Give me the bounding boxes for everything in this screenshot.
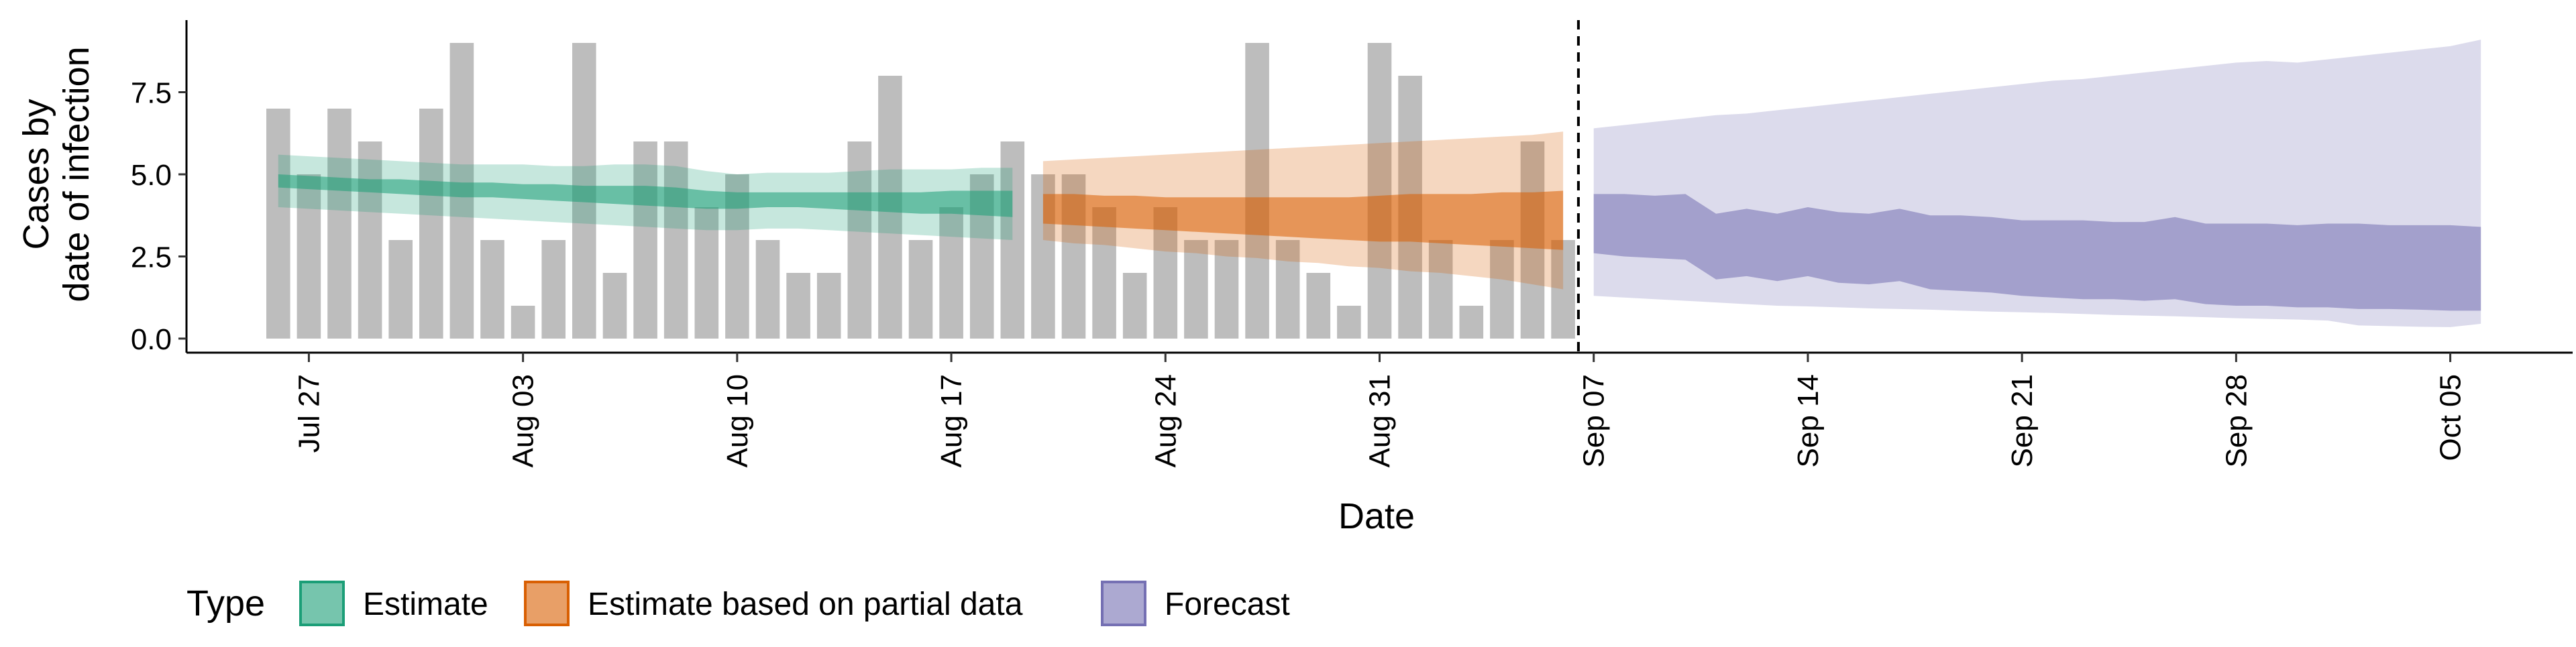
bar: [1122, 273, 1147, 339]
x-axis-title: Date: [1338, 496, 1415, 536]
bar: [1428, 240, 1453, 339]
x-tick-label: Oct 05: [2434, 374, 2467, 461]
ribbon-inner: [1593, 194, 2481, 311]
bar: [786, 273, 810, 339]
bar: [419, 109, 443, 339]
bar: [511, 306, 535, 339]
legend-title: Type: [186, 583, 265, 624]
x-tick-label: Aug 17: [935, 374, 968, 467]
series-1: [1042, 131, 1564, 290]
bar: [755, 240, 780, 339]
x-tick-label: Sep 28: [2220, 374, 2253, 467]
bar: [1000, 141, 1025, 339]
bar: [1275, 240, 1300, 339]
bar: [266, 109, 290, 339]
legend: Type Estimate Estimate based on partial da…: [186, 581, 1290, 626]
bar: [1490, 240, 1514, 339]
x-tick-label: Aug 03: [507, 374, 540, 467]
x-tick-label: Sep 21: [2006, 374, 2039, 467]
bar: [480, 240, 504, 339]
bar: [1306, 273, 1331, 339]
legend-label: Forecast: [1165, 587, 1290, 622]
bar: [602, 273, 627, 339]
bar: [1337, 306, 1361, 339]
bar: [1367, 43, 1392, 339]
y-axis-title: Cases bydate of infection: [16, 46, 97, 302]
bar: [1184, 240, 1208, 339]
bar: [633, 141, 657, 339]
bar: [816, 273, 841, 339]
y-tick-label: 7.5: [131, 77, 172, 110]
y-tick-label: 5.0: [131, 159, 172, 192]
bar: [939, 207, 963, 339]
y-tick-label: 2.5: [131, 241, 172, 274]
y-axis-title-line: date of infection: [56, 46, 97, 302]
ribbon-inner: [278, 174, 1013, 217]
bars-group: [266, 43, 1575, 339]
bar: [1245, 43, 1269, 339]
series-2: [1593, 40, 2481, 327]
bar: [327, 109, 352, 339]
bar: [847, 141, 872, 339]
series-0: [278, 154, 1013, 240]
legend-label: Estimate: [363, 587, 488, 622]
x-tick-label: Aug 10: [721, 374, 754, 467]
y-axis-title-line: Cases by: [16, 99, 56, 249]
x-tick-label: Aug 24: [1149, 374, 1182, 467]
legend-key: [524, 581, 570, 626]
bar: [1551, 240, 1575, 339]
x-tick-label: Aug 31: [1364, 374, 1397, 467]
y-tick-label: 0.0: [131, 323, 172, 356]
bar: [541, 240, 566, 339]
legend-label: Estimate based on partial data: [588, 587, 1023, 622]
bar: [694, 207, 719, 339]
ribbon-inner: [1042, 190, 1564, 250]
bar: [663, 141, 688, 339]
bar: [908, 240, 933, 339]
x-tick-label: Sep 07: [1578, 374, 1611, 467]
bar: [1459, 306, 1484, 339]
legend-key: [1101, 581, 1146, 626]
legend-key: [299, 581, 345, 626]
bar: [1214, 240, 1239, 339]
bar: [1092, 207, 1116, 339]
bar: [388, 240, 413, 339]
bar: [358, 141, 382, 339]
x-tick-label: Jul 27: [292, 374, 325, 453]
bar: [297, 174, 321, 339]
x-tick-label: Sep 14: [1792, 374, 1825, 467]
